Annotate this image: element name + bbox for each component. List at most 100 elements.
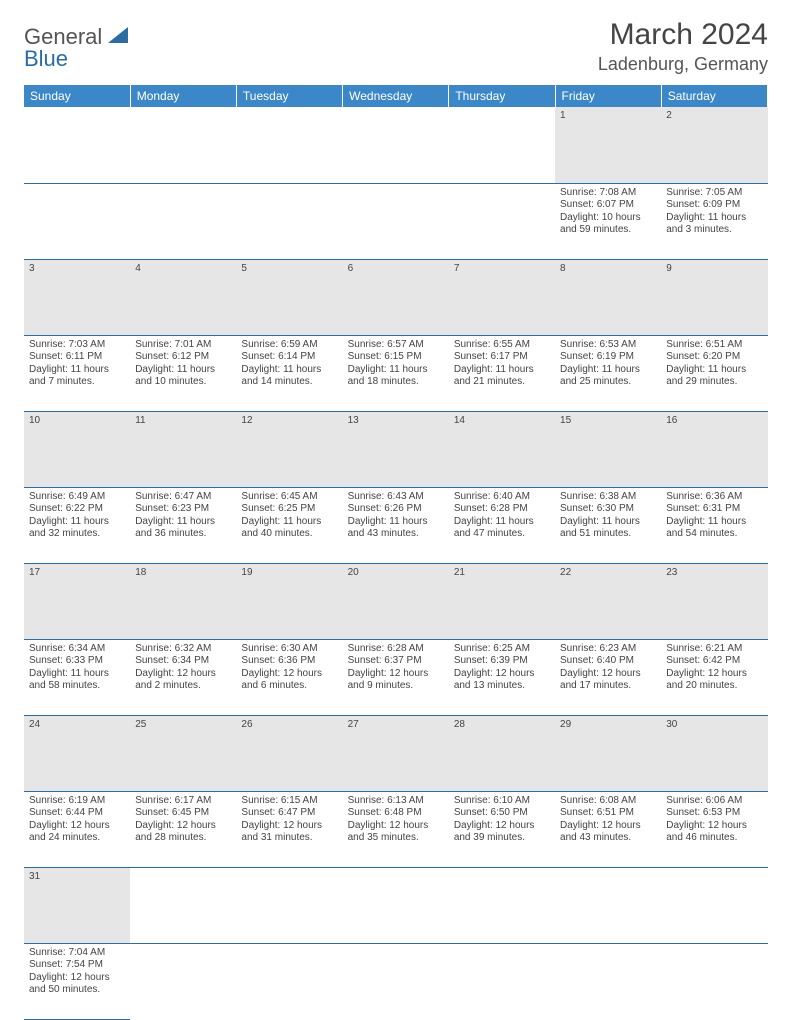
- cell-line: Sunset: 6:26 PM: [348, 503, 444, 516]
- cell-line: Sunset: 6:45 PM: [135, 807, 231, 820]
- day-cell: [343, 183, 449, 259]
- cell-line: Sunset: 6:37 PM: [348, 655, 444, 668]
- cell-line: Sunset: 6:14 PM: [241, 351, 337, 364]
- cell-line: Sunrise: 6:57 AM: [348, 339, 444, 352]
- day-number: [343, 867, 449, 943]
- cell-line: Sunrise: 6:43 AM: [348, 491, 444, 504]
- cell-line: Daylight: 10 hours: [560, 212, 656, 225]
- cell-line: Sunset: 6:07 PM: [560, 199, 656, 212]
- cell-line: Sunrise: 6:51 AM: [666, 339, 762, 352]
- cell-line: Sunrise: 6:49 AM: [29, 491, 125, 504]
- day-cell: [661, 943, 767, 1019]
- day-cell: Sunrise: 6:25 AMSunset: 6:39 PMDaylight:…: [449, 639, 555, 715]
- cell-line: and 40 minutes.: [241, 528, 337, 541]
- cell-line: Sunrise: 6:53 AM: [560, 339, 656, 352]
- cell-line: Sunrise: 6:38 AM: [560, 491, 656, 504]
- day-header: Sunday: [24, 85, 130, 107]
- cell-line: and 43 minutes.: [348, 528, 444, 541]
- day-number: 9: [661, 259, 767, 335]
- cell-line: Sunrise: 6:06 AM: [666, 795, 762, 808]
- cell-line: and 20 minutes.: [666, 680, 762, 693]
- cell-line: Sunrise: 6:59 AM: [241, 339, 337, 352]
- cell-line: Sunrise: 7:03 AM: [29, 339, 125, 352]
- cell-line: Sunset: 6:09 PM: [666, 199, 762, 212]
- day-number: 20: [343, 563, 449, 639]
- day-cell: Sunrise: 6:53 AMSunset: 6:19 PMDaylight:…: [555, 335, 661, 411]
- cell-line: Sunrise: 7:08 AM: [560, 187, 656, 200]
- content-row: Sunrise: 6:19 AMSunset: 6:44 PMDaylight:…: [24, 791, 768, 867]
- content-row: Sunrise: 7:08 AMSunset: 6:07 PMDaylight:…: [24, 183, 768, 259]
- month-title: March 2024: [598, 18, 768, 52]
- day-cell: Sunrise: 7:08 AMSunset: 6:07 PMDaylight:…: [555, 183, 661, 259]
- day-header: Wednesday: [343, 85, 449, 107]
- day-number: 16: [661, 411, 767, 487]
- cell-line: Sunset: 6:53 PM: [666, 807, 762, 820]
- day-number: 24: [24, 715, 130, 791]
- cell-line: and 58 minutes.: [29, 680, 125, 693]
- cell-line: and 36 minutes.: [135, 528, 231, 541]
- daynum-row: 31: [24, 867, 768, 943]
- day-number: [661, 867, 767, 943]
- day-number: 10: [24, 411, 130, 487]
- day-cell: Sunrise: 7:05 AMSunset: 6:09 PMDaylight:…: [661, 183, 767, 259]
- cell-line: Daylight: 12 hours: [241, 668, 337, 681]
- day-cell: Sunrise: 7:03 AMSunset: 6:11 PMDaylight:…: [24, 335, 130, 411]
- day-number: [236, 107, 342, 183]
- daynum-row: 10111213141516: [24, 411, 768, 487]
- day-number: 5: [236, 259, 342, 335]
- cell-line: Daylight: 11 hours: [135, 516, 231, 529]
- day-cell: Sunrise: 7:01 AMSunset: 6:12 PMDaylight:…: [130, 335, 236, 411]
- cell-line: and 54 minutes.: [666, 528, 762, 541]
- cell-line: Daylight: 12 hours: [135, 820, 231, 833]
- day-number: 26: [236, 715, 342, 791]
- day-cell: Sunrise: 6:28 AMSunset: 6:37 PMDaylight:…: [343, 639, 449, 715]
- cell-line: Sunset: 6:42 PM: [666, 655, 762, 668]
- cell-line: Sunrise: 6:36 AM: [666, 491, 762, 504]
- cell-line: and 9 minutes.: [348, 680, 444, 693]
- day-cell: [449, 183, 555, 259]
- cell-line: Daylight: 11 hours: [666, 364, 762, 377]
- day-cell: [555, 943, 661, 1019]
- cell-line: and 43 minutes.: [560, 832, 656, 845]
- day-number: 8: [555, 259, 661, 335]
- day-cell: Sunrise: 6:30 AMSunset: 6:36 PMDaylight:…: [236, 639, 342, 715]
- header: General March 2024 Ladenburg, Germany: [24, 18, 768, 75]
- cell-line: Sunrise: 6:21 AM: [666, 643, 762, 656]
- content-row: Sunrise: 7:04 AMSunset: 7:54 PMDaylight:…: [24, 943, 768, 1019]
- cell-line: Daylight: 12 hours: [666, 668, 762, 681]
- cell-line: Daylight: 12 hours: [666, 820, 762, 833]
- cell-line: Sunset: 6:48 PM: [348, 807, 444, 820]
- logo-blue-wrap: Blue: [24, 46, 68, 72]
- cell-line: Sunset: 6:15 PM: [348, 351, 444, 364]
- day-cell: Sunrise: 6:13 AMSunset: 6:48 PMDaylight:…: [343, 791, 449, 867]
- cell-line: and 50 minutes.: [29, 984, 125, 997]
- cell-line: Daylight: 12 hours: [348, 820, 444, 833]
- cell-line: Sunset: 6:39 PM: [454, 655, 550, 668]
- content-row: Sunrise: 6:49 AMSunset: 6:22 PMDaylight:…: [24, 487, 768, 563]
- cell-line: and 13 minutes.: [454, 680, 550, 693]
- cell-line: Sunset: 6:34 PM: [135, 655, 231, 668]
- day-cell: Sunrise: 6:47 AMSunset: 6:23 PMDaylight:…: [130, 487, 236, 563]
- cell-line: Daylight: 11 hours: [560, 364, 656, 377]
- cell-line: Daylight: 12 hours: [348, 668, 444, 681]
- day-cell: [24, 183, 130, 259]
- daynum-row: 3456789: [24, 259, 768, 335]
- cell-line: Sunset: 6:20 PM: [666, 351, 762, 364]
- day-cell: Sunrise: 6:43 AMSunset: 6:26 PMDaylight:…: [343, 487, 449, 563]
- day-cell: Sunrise: 6:38 AMSunset: 6:30 PMDaylight:…: [555, 487, 661, 563]
- day-cell: Sunrise: 6:40 AMSunset: 6:28 PMDaylight:…: [449, 487, 555, 563]
- cell-line: and 2 minutes.: [135, 680, 231, 693]
- cell-line: Sunset: 6:23 PM: [135, 503, 231, 516]
- cell-line: and 47 minutes.: [454, 528, 550, 541]
- day-cell: Sunrise: 6:34 AMSunset: 6:33 PMDaylight:…: [24, 639, 130, 715]
- cell-line: Sunrise: 6:17 AM: [135, 795, 231, 808]
- day-header: Thursday: [449, 85, 555, 107]
- day-header: Saturday: [661, 85, 767, 107]
- day-cell: Sunrise: 6:49 AMSunset: 6:22 PMDaylight:…: [24, 487, 130, 563]
- cell-line: Daylight: 12 hours: [29, 972, 125, 985]
- day-cell: [343, 943, 449, 1019]
- cell-line: and 59 minutes.: [560, 224, 656, 237]
- cell-line: Sunset: 6:51 PM: [560, 807, 656, 820]
- day-number: 25: [130, 715, 236, 791]
- day-number: 6: [343, 259, 449, 335]
